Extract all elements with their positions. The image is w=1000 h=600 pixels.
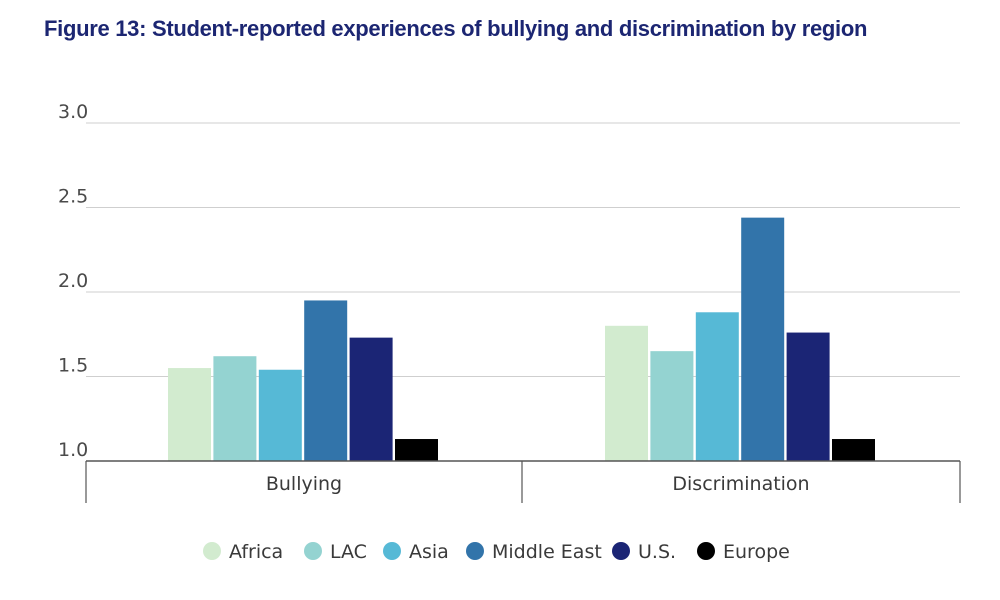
bar-africa-discrimination: [605, 325, 648, 461]
bar-lac-discrimination: [650, 351, 694, 461]
legend-swatch: [697, 542, 715, 560]
bar-europe-discrimination: [832, 439, 875, 461]
y-tick-label: 1.0: [58, 439, 88, 461]
legend-label: U.S.: [638, 541, 676, 563]
legend-swatch: [383, 542, 401, 560]
legend-swatch: [612, 542, 630, 560]
legend-item: Asia: [383, 541, 449, 563]
y-tick-label: 2.0: [58, 270, 88, 292]
legend-label: LAC: [330, 541, 367, 563]
legend-label: Africa: [229, 541, 283, 563]
chart-title: Figure 13: Student-reported experiences …: [44, 16, 868, 41]
legend-swatch: [203, 542, 221, 560]
legend-label: Middle East: [492, 541, 602, 563]
bar-africa-bullying: [168, 368, 211, 461]
legend-swatch: [304, 542, 322, 560]
bar-lac-bullying: [213, 356, 257, 461]
y-tick-label: 3.0: [58, 101, 88, 123]
y-tick-label: 2.5: [58, 186, 88, 208]
legend-item: Middle East: [466, 541, 602, 563]
bar-u-s-discrimination: [786, 332, 830, 461]
legend-label: Europe: [723, 541, 790, 563]
legend-item: Africa: [203, 541, 283, 563]
bar-u-s-bullying: [349, 337, 393, 461]
bar-asia-bullying: [258, 369, 302, 461]
x-category-label: Discrimination: [672, 473, 809, 495]
bar-middle-east-bullying: [304, 300, 348, 461]
legend-item: U.S.: [612, 541, 676, 563]
x-category-label: Bullying: [266, 473, 342, 495]
y-tick-label: 1.5: [58, 355, 88, 377]
bar-asia-discrimination: [695, 312, 739, 461]
legend-label: Asia: [409, 541, 449, 563]
bar-middle-east-discrimination: [741, 217, 785, 461]
legend-item: LAC: [304, 541, 367, 563]
legend-swatch: [466, 542, 484, 560]
legend-item: Europe: [697, 541, 790, 563]
bar-europe-bullying: [395, 439, 438, 461]
